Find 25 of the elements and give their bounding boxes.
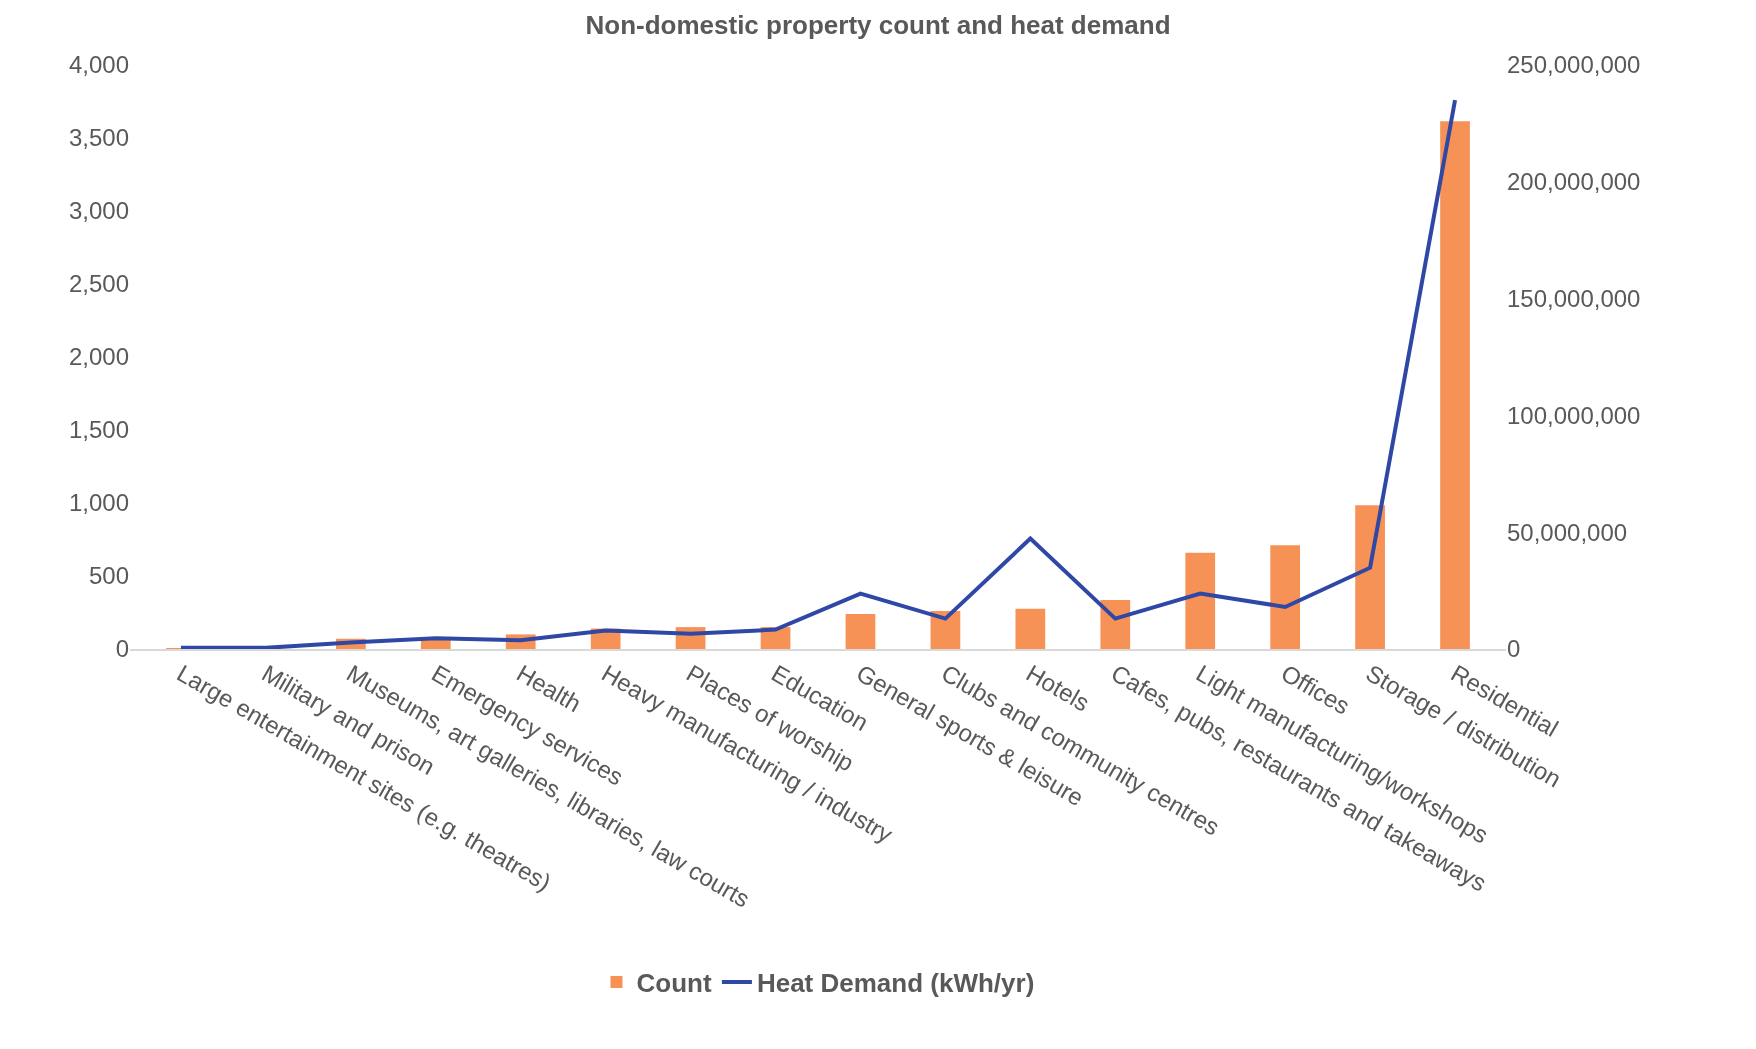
y-tick-label: 2,000 [68, 343, 129, 371]
y2-tick-label: 200,000,000 [1507, 168, 1641, 196]
legend-label: Count [636, 968, 712, 999]
bar [1270, 545, 1301, 649]
y2-tick-label: 0 [1507, 635, 1521, 663]
bar [1355, 505, 1385, 649]
bar [1185, 552, 1216, 649]
y2-tick-label: 100,000,000 [1507, 401, 1641, 429]
y2-tick-label: 50,000,000 [1507, 518, 1628, 546]
y2-tick-label: 150,000,000 [1507, 285, 1641, 312]
bar [845, 613, 876, 649]
y-tick-label: 500 [88, 562, 129, 590]
y-tick-label: 4,000 [68, 51, 129, 79]
y-tick-label: 0 [115, 635, 129, 663]
bar [1440, 121, 1470, 649]
chart-title: Non-domestic property count and heat demand [585, 9, 1171, 40]
bar [1100, 600, 1131, 649]
y2-tick-label: 250,000,000 [1507, 51, 1641, 79]
bar [1015, 608, 1046, 649]
y-tick-label: 3,500 [68, 124, 129, 152]
y-tick-label: 1,500 [68, 416, 129, 444]
legend-label: Heat Demand (kWh/yr) [756, 968, 1035, 999]
y-tick-label: 1,000 [68, 489, 129, 517]
y-tick-label: 3,000 [68, 197, 129, 225]
y-tick-label: 2,500 [68, 270, 129, 298]
